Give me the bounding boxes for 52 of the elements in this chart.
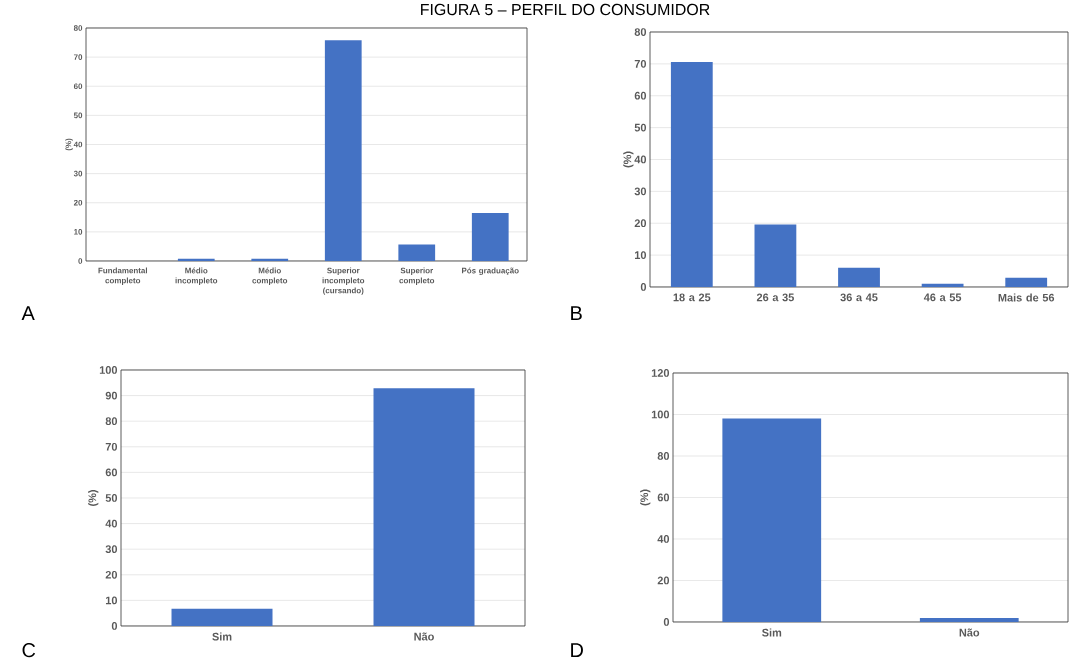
y-tick-label: 40 [105, 519, 118, 528]
y-tick-label: 0 [111, 622, 118, 630]
y-tick-label: 70 [105, 442, 118, 451]
y-tick-label: 80 [657, 452, 670, 460]
text: FIGURA 5 – PERFIL DO CONSUMIDOR [421, 3, 710, 16]
y-tick-label: 20 [657, 576, 670, 585]
x-tick-label: 46 a 55 [923, 293, 962, 302]
bar [471, 212, 509, 261]
y-tick-label: 40 [657, 535, 670, 543]
bar [838, 267, 880, 287]
text: A [21, 306, 35, 320]
bar [324, 40, 362, 261]
y-tick-label: 30 [105, 545, 118, 554]
y-tick-label: 80 [634, 28, 647, 36]
y-tick-label: 90 [105, 391, 118, 400]
text: D [571, 643, 583, 657]
y-tick-label: 20 [634, 219, 647, 228]
bar [921, 283, 964, 287]
bar [670, 61, 713, 287]
y-tick-label: 40 [634, 155, 647, 164]
y-tick-label: 20 [105, 570, 118, 579]
y-tick-label: 100 [651, 410, 670, 419]
x-tick-label: 26 a 35 [756, 293, 794, 302]
y-tick-label: 60 [634, 91, 647, 100]
x-tick-label: Mais de 56 [998, 293, 1055, 302]
y-tick-label: 100 [99, 366, 118, 374]
y-tick-label: 60 [105, 468, 118, 477]
x-tick-label: Sim [212, 632, 232, 641]
y-tick-label: 60 [657, 493, 670, 502]
y-axis-title: (%) [88, 490, 99, 506]
y-tick-label: 80 [105, 417, 118, 426]
bar [1005, 277, 1048, 287]
y-tick-label: 0 [640, 283, 647, 291]
x-tick-label: Não [959, 628, 980, 637]
y-tick-label: 120 [651, 369, 670, 377]
y-tick-label: 50 [634, 123, 647, 132]
y-tick-label: 10 [634, 251, 647, 259]
x-tick-label: 36 a 45 [840, 293, 878, 302]
bar [754, 224, 797, 287]
text: B [571, 306, 582, 320]
y-axis-title: (%) [640, 489, 651, 506]
y-axis-title: (%) [623, 151, 634, 168]
y-tick-label: 50 [105, 494, 118, 502]
text: C [22, 643, 36, 658]
y-tick-label: 10 [105, 596, 118, 605]
y-tick-label: 70 [634, 60, 647, 68]
bar [398, 244, 436, 261]
x-tick-label: Não [414, 632, 434, 641]
y-tick-label: 0 [663, 618, 670, 626]
y-tick-label: 30 [634, 187, 647, 196]
x-tick-label: 18 a 25 [673, 293, 711, 302]
x-tick-label: Sim [762, 628, 782, 637]
